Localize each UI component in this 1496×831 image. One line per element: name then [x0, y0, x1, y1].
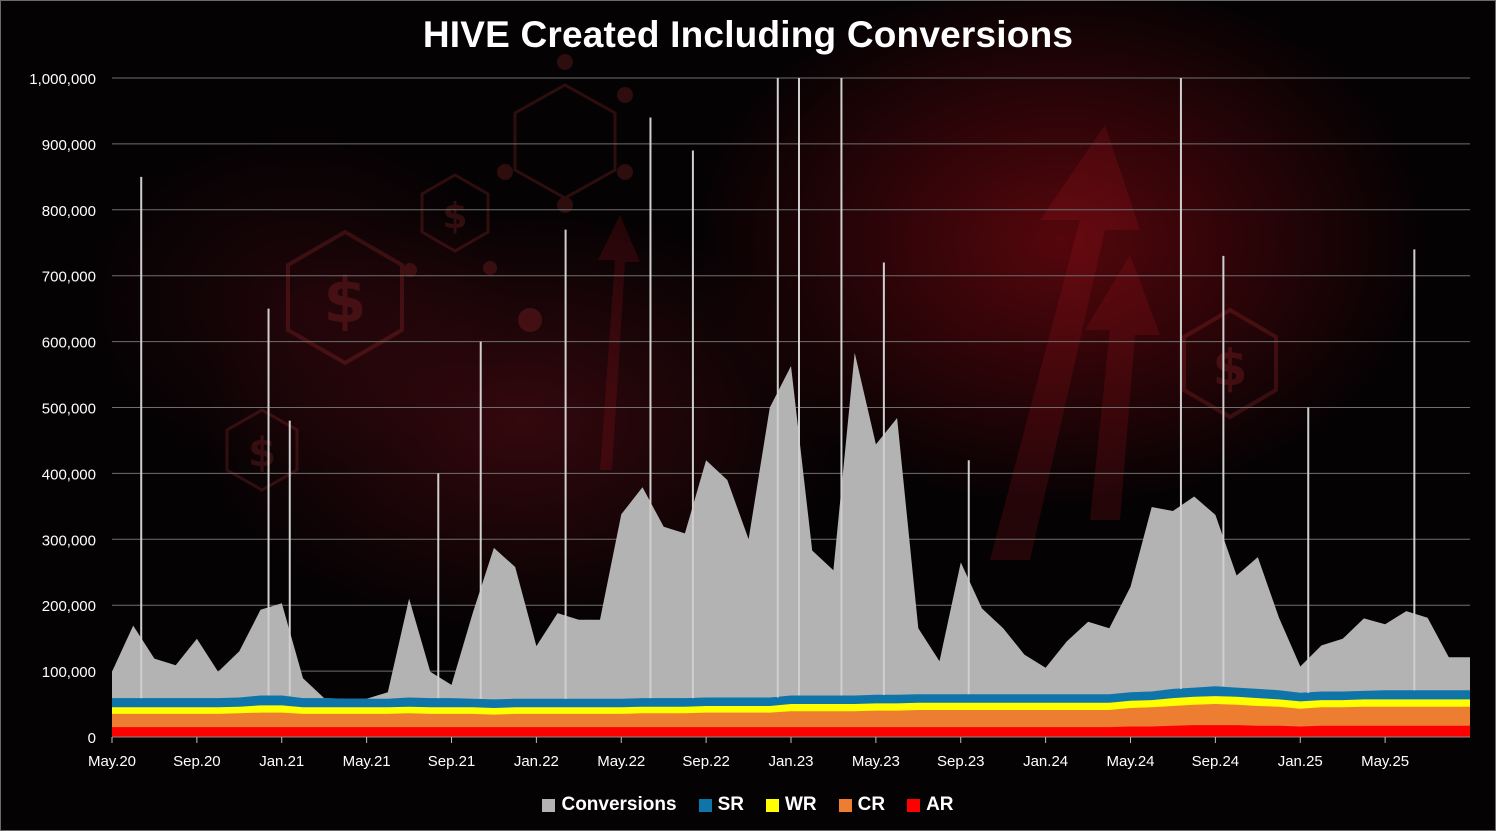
- legend: Conversions SR WR CR AR: [0, 794, 1496, 816]
- stacked-areas: [112, 352, 1470, 737]
- x-tick-label: May.23: [852, 753, 900, 770]
- legend-item-sr: SR: [698, 794, 744, 816]
- legend-item-wr: WR: [765, 794, 817, 816]
- legend-swatch: [698, 798, 712, 812]
- x-tick-label: Sep.20: [173, 753, 221, 770]
- x-tick-label: Sep.21: [428, 753, 476, 770]
- y-tick-label: 300,000: [42, 532, 96, 549]
- y-tick-label: 1,000,000: [29, 71, 96, 88]
- y-tick-label: 0: [88, 730, 96, 747]
- dollar-coin-icon: $: [286, 229, 404, 366]
- y-tick-label: 400,000: [42, 466, 96, 483]
- legend-label: SR: [717, 794, 744, 815]
- conversion-spikes: [140, 78, 1416, 699]
- x-tick-label: Jan.25: [1278, 753, 1323, 770]
- x-tick-label: Jan.22: [514, 753, 559, 770]
- legend-item-cr: CR: [838, 794, 886, 816]
- x-tick-label: Sep.24: [1192, 753, 1240, 770]
- x-tick-label: Jan.24: [1023, 753, 1068, 770]
- x-tick-label: May.24: [1106, 753, 1154, 770]
- network-node-icon: [403, 54, 633, 332]
- x-tick-label: May.20: [88, 753, 136, 770]
- legend-item-conversions: Conversions: [542, 794, 677, 816]
- y-tick-label: 500,000: [42, 401, 96, 418]
- svg-text:$: $: [323, 264, 366, 337]
- x-tick-label: May.22: [597, 753, 645, 770]
- x-tick-label: Jan.23: [768, 753, 813, 770]
- y-tick-label: 800,000: [42, 203, 96, 220]
- legend-label: CR: [857, 794, 886, 815]
- legend-label: AR: [926, 794, 954, 815]
- x-tick-label: Jan.21: [259, 753, 304, 770]
- x-tick-label: Sep.23: [937, 753, 985, 770]
- y-tick-label: 600,000: [42, 335, 96, 352]
- x-tick-label: Sep.22: [682, 753, 730, 770]
- area-ar: [112, 725, 1470, 737]
- legend-swatch: [765, 798, 779, 812]
- chart-title: HIVE Created Including Conversions: [422, 14, 1074, 55]
- y-axis: 0 100,000 200,000 300,000 400,000 500,000 600,…: [29, 71, 96, 747]
- dollar-coin-icon: $: [420, 173, 490, 253]
- svg-text:$: $: [442, 196, 467, 237]
- x-tick-label: May.21: [343, 753, 391, 770]
- legend-label: WR: [784, 794, 817, 815]
- y-tick-label: 100,000: [42, 664, 96, 681]
- legend-swatch: [907, 798, 921, 812]
- x-tick-label: May.25: [1361, 753, 1409, 770]
- legend-label: Conversions: [561, 794, 677, 815]
- background-decoration: $ $ $ $: [225, 54, 1278, 560]
- y-tick-label: 200,000: [42, 598, 96, 615]
- legend-swatch: [838, 798, 852, 812]
- y-tick-label: 900,000: [42, 137, 96, 154]
- svg-text:$: $: [248, 430, 276, 476]
- area-conversions: [112, 352, 1470, 737]
- legend-item-ar: AR: [907, 794, 954, 816]
- svg-text:$: $: [1213, 339, 1248, 397]
- legend-swatch: [542, 798, 556, 812]
- dollar-coin-icon: $: [225, 408, 299, 492]
- dollar-coin-icon: $: [1182, 307, 1278, 420]
- y-tick-label: 700,000: [42, 269, 96, 286]
- x-axis: May.20 Sep.20 Jan.21 May.21 Sep.21 Jan.22 May.…: [88, 736, 1470, 770]
- up-arrow-icon: [598, 125, 1160, 560]
